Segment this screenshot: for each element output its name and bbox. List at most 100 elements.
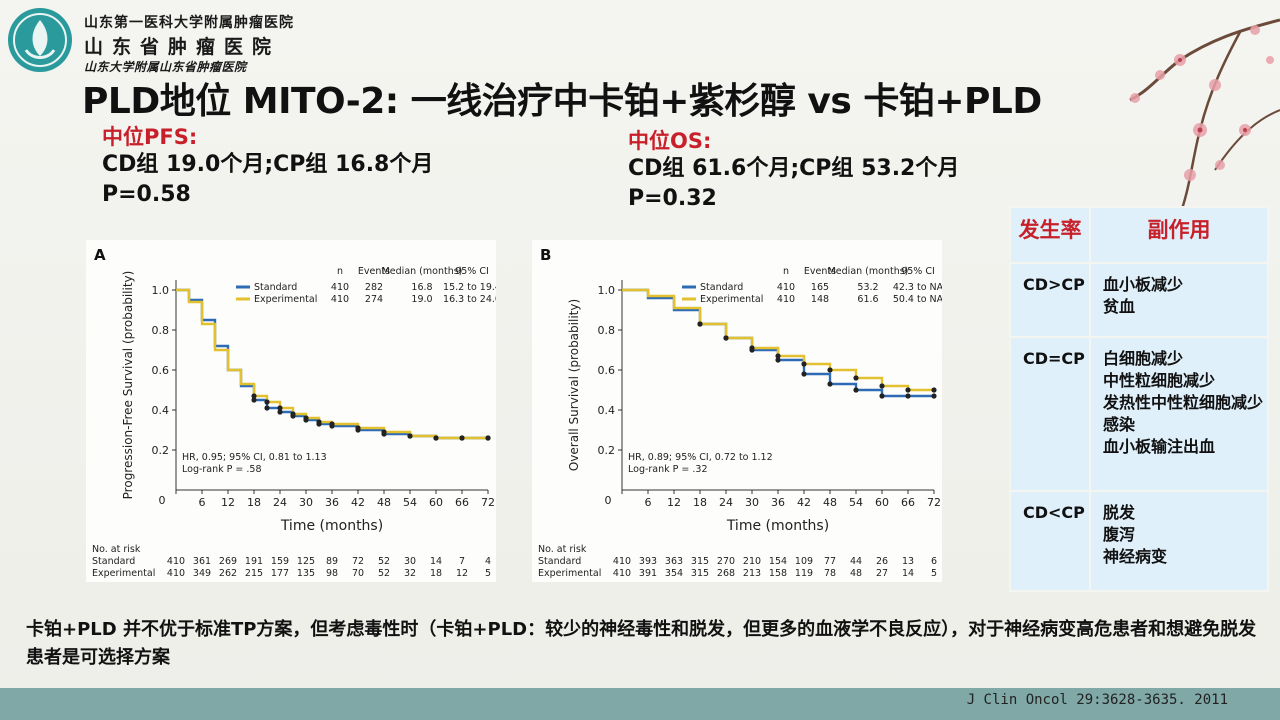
rate-cell: CD=CP xyxy=(1009,335,1091,492)
risk-value: 119 xyxy=(795,568,813,579)
risk-table-title: No. at risk xyxy=(538,544,587,555)
risk-value: 269 xyxy=(219,556,237,567)
risk-value: 72 xyxy=(352,556,364,567)
x-tick-label: 30 xyxy=(299,496,313,509)
risk-value: 159 xyxy=(271,556,289,567)
y-tick-label: 0.6 xyxy=(598,364,616,377)
legend-header-ci: 95% CI xyxy=(455,266,489,277)
x-axis-label: Time (months) xyxy=(280,518,383,534)
effect-cell: 脱发 腹泻 神经病变 xyxy=(1089,489,1269,593)
risk-value: 78 xyxy=(824,568,836,579)
legend-header-median: Median (months) xyxy=(828,266,909,277)
censor-mark xyxy=(277,405,283,411)
risk-row-label: Standard xyxy=(92,556,135,567)
risk-value: 109 xyxy=(795,556,813,567)
risk-value: 191 xyxy=(245,556,263,567)
risk-value: 13 xyxy=(902,556,914,567)
series-line-standard xyxy=(176,288,488,440)
legend-header-events: Events xyxy=(358,266,390,277)
x-tick-label: 48 xyxy=(823,496,837,509)
y-tick-label: 0.8 xyxy=(598,324,616,337)
censor-mark xyxy=(329,421,335,427)
risk-value: 12 xyxy=(456,568,468,579)
x-tick-label: 24 xyxy=(273,496,287,509)
os-heading: 中位OS: xyxy=(628,129,712,153)
risk-value: 268 xyxy=(717,568,735,579)
censor-mark xyxy=(277,409,283,415)
legend-n: 410 xyxy=(777,282,795,293)
legend-name: Standard xyxy=(254,282,297,293)
censor-mark xyxy=(264,399,270,405)
table-row: CD<CP 脱发 腹泻 神经病变 xyxy=(1009,489,1269,593)
risk-value: 135 xyxy=(297,568,315,579)
risk-value: 44 xyxy=(850,556,862,567)
risk-row-label: Experimental xyxy=(538,568,601,579)
x-tick-label: 30 xyxy=(745,496,759,509)
censor-mark xyxy=(801,371,807,377)
risk-value: 77 xyxy=(824,556,836,567)
risk-value: 410 xyxy=(613,568,631,579)
hr-annotation: HR, 0.95; 95% CI, 0.81 to 1.13 xyxy=(182,452,327,463)
table-row: CD=CP 白细胞减少 中性粒细胞减少 发热性中性粒细胞减少 感染 血小板输注出… xyxy=(1009,335,1269,492)
censor-mark xyxy=(697,321,703,327)
effect-item: 贫血 xyxy=(1103,297,1136,317)
risk-value: 315 xyxy=(691,568,709,579)
hospital-name-line2: 山东省肿瘤医院 xyxy=(84,36,281,58)
censor-mark xyxy=(485,435,491,441)
risk-value: 361 xyxy=(193,556,211,567)
os-p-value: P=0.32 xyxy=(628,186,717,211)
risk-value: 26 xyxy=(876,556,888,567)
censor-mark xyxy=(931,387,937,393)
risk-value: 262 xyxy=(219,568,237,579)
y-tick-label: 0.4 xyxy=(598,404,616,417)
legend-events: 165 xyxy=(811,282,829,293)
risk-value: 410 xyxy=(613,556,631,567)
risk-value: 7 xyxy=(459,556,465,567)
table-header-row: 发生率 副作用 xyxy=(1009,205,1269,265)
logrank-annotation: Log-rank P = .58 xyxy=(182,464,262,475)
x-tick-label: 36 xyxy=(771,496,785,509)
y-axis-label: Progression-Free Survival (probability) xyxy=(121,271,135,500)
pfs-p-value: P=0.58 xyxy=(102,182,191,207)
x-tick-label: 24 xyxy=(719,496,733,509)
risk-value: 410 xyxy=(167,568,185,579)
censor-mark xyxy=(303,415,309,421)
x-tick-label: 72 xyxy=(481,496,495,509)
risk-value: 5 xyxy=(485,568,491,579)
risk-value: 52 xyxy=(378,556,390,567)
censor-mark xyxy=(879,393,885,399)
effect-item: 发热性中性粒细胞减少 xyxy=(1103,392,1264,412)
effect-item: 血小板输注出血 xyxy=(1103,436,1216,456)
risk-value: 158 xyxy=(769,568,787,579)
legend-ci: 42.3 to NA xyxy=(893,282,942,293)
legend-median: 19.0 xyxy=(411,294,432,305)
rate-cell: CD>CP xyxy=(1009,262,1091,338)
os-kaplan-meier-chart: 0.2 0.4 0.6 0.8 1.0 0 6 12 18 24 30 36 42 48 54 60 66 72 T… xyxy=(538,266,942,579)
x-tick-label: 60 xyxy=(429,496,443,509)
hospital-name-line3: 山东大学附属山东省肿瘤医院 xyxy=(84,60,247,74)
x-tick-label: 66 xyxy=(901,496,915,509)
effect-cell: 白细胞减少 中性粒细胞减少 发热性中性粒细胞减少 感染 血小板输注出血 xyxy=(1089,335,1269,492)
series-line-experimental xyxy=(622,288,934,392)
censor-mark xyxy=(853,387,859,393)
y-tick-label: 0.2 xyxy=(598,444,616,457)
series-line-standard xyxy=(622,288,934,398)
header-rate: 发生率 xyxy=(1009,205,1091,265)
risk-value: 393 xyxy=(639,556,657,567)
risk-value: 48 xyxy=(850,568,862,579)
censor-mark xyxy=(459,435,465,441)
y-tick-label: 0.6 xyxy=(152,364,170,377)
legend-ci: 50.4 to NA xyxy=(893,294,942,305)
x-tick-label: 72 xyxy=(927,496,941,509)
x-tick-label: 54 xyxy=(403,496,417,509)
legend-ci: 15.2 to 19.4 xyxy=(443,282,496,293)
series-line-experimental xyxy=(176,288,488,440)
effect-item: 白细胞减少 xyxy=(1103,348,1184,368)
x-tick-label: 54 xyxy=(849,496,863,509)
x-tick-label: 6 xyxy=(645,496,652,509)
hr-annotation: HR, 0.89; 95% CI, 0.72 to 1.12 xyxy=(628,452,773,463)
risk-value: 4 xyxy=(485,556,491,567)
censor-mark xyxy=(264,405,270,411)
risk-value: 210 xyxy=(743,556,761,567)
os-summary: 中位OS: CD组 61.6个月;CP组 53.2个月 P=0.32 xyxy=(628,128,959,214)
